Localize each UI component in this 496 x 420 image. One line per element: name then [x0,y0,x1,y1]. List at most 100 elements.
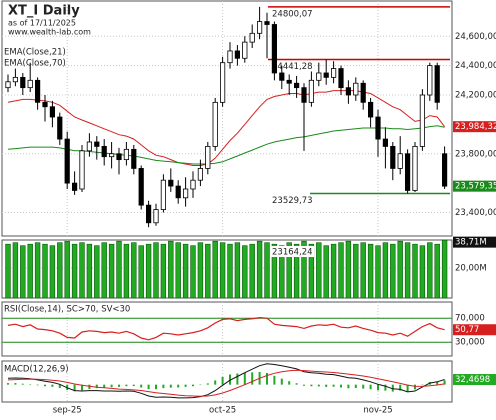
macd-histogram-bar [147,384,150,390]
volume-bar [330,243,337,299]
macd-histogram-bar [280,378,283,385]
volume-bar [256,240,263,299]
volume-bar [108,243,115,299]
candle-body [293,82,300,89]
candle-body [175,185,181,199]
candle-body [412,146,418,191]
macd-histogram-bar [391,384,394,392]
candle-body [242,41,248,59]
y-tick-label: 24,600,00 [455,32,496,42]
volume-bar [27,243,33,299]
volume-bar [338,242,344,299]
macd-histogram-bar [288,381,291,385]
candle-body [249,32,255,43]
macd-histogram-bar [73,384,76,392]
macd-histogram-bar [177,384,180,388]
candle-body [286,79,292,84]
macd-histogram-bar [21,383,24,385]
macd-histogram-bar [110,384,113,388]
macd-histogram-bar [377,384,379,391]
macd-histogram-bar [7,383,9,385]
volume-bar [345,240,352,299]
volume-bar [86,243,93,299]
candle-body [397,153,403,169]
rsi-line [7,316,445,341]
volume-bar [138,245,144,299]
value-highlight [453,121,496,133]
macd-histogram-bar [155,384,157,390]
candle-body [160,179,166,210]
candle-body [168,179,174,187]
volume-bar [160,243,167,299]
volume-bar [197,242,204,299]
volume-bar [57,242,63,299]
candle-body [35,79,41,103]
macd-histogram-bar [243,372,246,385]
candle-body [308,79,315,103]
macd-histogram-bar [273,375,276,385]
volume-bar [404,242,411,299]
macd-histogram-bar [340,384,342,388]
candle-body [256,21,263,34]
pane-frame [1,360,453,403]
volume-bar [12,242,19,299]
candle-body [182,188,189,199]
volume-bar [94,245,100,299]
macd-histogram-bar [214,380,217,385]
macd-histogram-bar [88,384,91,390]
candle-body [138,168,144,206]
candle-body [271,24,278,74]
y-tick-label: 24,200,00 [455,91,496,101]
y-tick-label: 23,400,00 [455,208,496,218]
candle-body [427,65,433,96]
macd-histogram-bar [436,381,439,385]
candle-body [434,65,440,103]
x-tick-label: oct-25 [209,406,236,416]
candle-body [86,141,92,152]
candle-body [360,82,366,103]
volume-bar [390,243,396,299]
candle-body [49,106,56,118]
candle-body [109,153,115,158]
volume-bar [212,240,218,299]
volume-bar [34,242,41,299]
candle-body [212,101,218,147]
volume-bar [412,243,418,299]
candle-body [375,116,381,140]
volume-bar [64,240,70,299]
volume-bar [116,240,122,299]
volume-bar [434,243,440,299]
candle-body [219,62,226,103]
candle-body [42,101,48,108]
macd-histogram-bar [362,384,365,389]
candle-body [116,153,122,161]
y-tick-label: 24,400,00 [455,61,496,71]
macd-histogram-bar [266,372,268,385]
source: www.wealth-lab.com [8,28,91,37]
macd-histogram-bar [118,384,120,387]
value-highlight-label: 23,579,35 [455,182,496,192]
pane-frame [1,0,453,237]
candle-body [330,68,337,78]
volume-bar [308,243,315,299]
volume-bar [279,245,285,299]
macd-line [7,369,445,397]
candle-body [153,209,159,224]
candle-body [264,21,270,25]
macd-histogram-bar [51,384,54,387]
macd-histogram-bar [81,384,83,391]
candle-body [404,153,411,191]
candle-body [57,116,63,140]
value-highlight [453,374,496,386]
volume-bar [375,245,381,299]
macd-histogram-bar [221,376,224,385]
volume-bar [286,242,292,299]
volume-bar [323,245,329,299]
level-label: 24441,28 [272,62,313,72]
pane-frame [1,301,453,357]
macd-histogram-bar [236,373,239,385]
level-label: 23529,73 [272,196,313,206]
chart-title: XT_I Daily [8,4,80,19]
macd-histogram-bar [251,372,254,385]
candle-body [190,179,196,190]
